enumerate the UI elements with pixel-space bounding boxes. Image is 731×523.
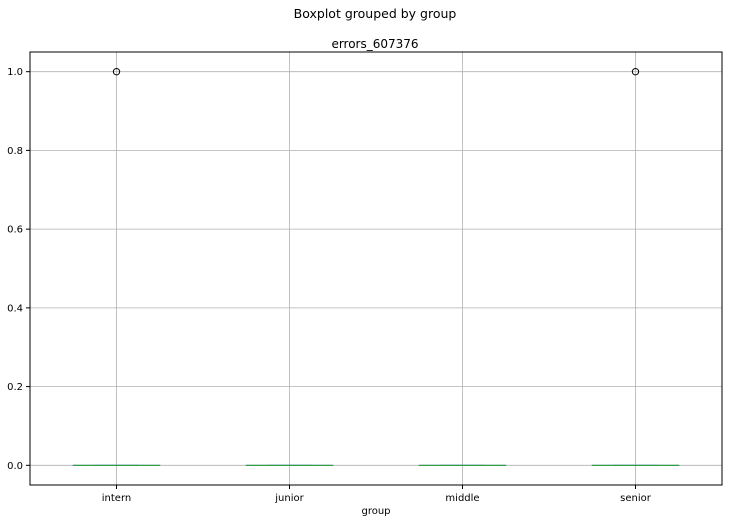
x-axis-label: group: [361, 506, 390, 517]
box-elements: [72, 67, 680, 466]
axis-ticks: 0.0 0.2 0.4 0.6 0.8 1.0 intern junior middle seni…: [7, 67, 652, 504]
x-tick-label: middle: [445, 493, 479, 504]
chart-title: errors_607376: [331, 37, 418, 51]
x-tick-label: junior: [274, 493, 304, 504]
outlier-point: [631, 67, 640, 76]
grid-lines: [30, 52, 722, 485]
y-tick-label: 1.0: [7, 67, 23, 78]
outlier-point: [112, 67, 121, 76]
y-tick-label: 0.4: [7, 303, 23, 314]
y-tick-label: 0.8: [7, 146, 23, 157]
x-tick-label: intern: [102, 493, 131, 504]
y-tick-label: 0.6: [7, 225, 23, 236]
plot-area-frame: [29, 51, 723, 486]
y-tick-label: 0.2: [7, 382, 23, 393]
y-tick-label: 0.0: [7, 461, 23, 472]
x-tick-label: senior: [620, 493, 652, 504]
chart-suptitle: Boxplot grouped by group: [294, 6, 457, 21]
